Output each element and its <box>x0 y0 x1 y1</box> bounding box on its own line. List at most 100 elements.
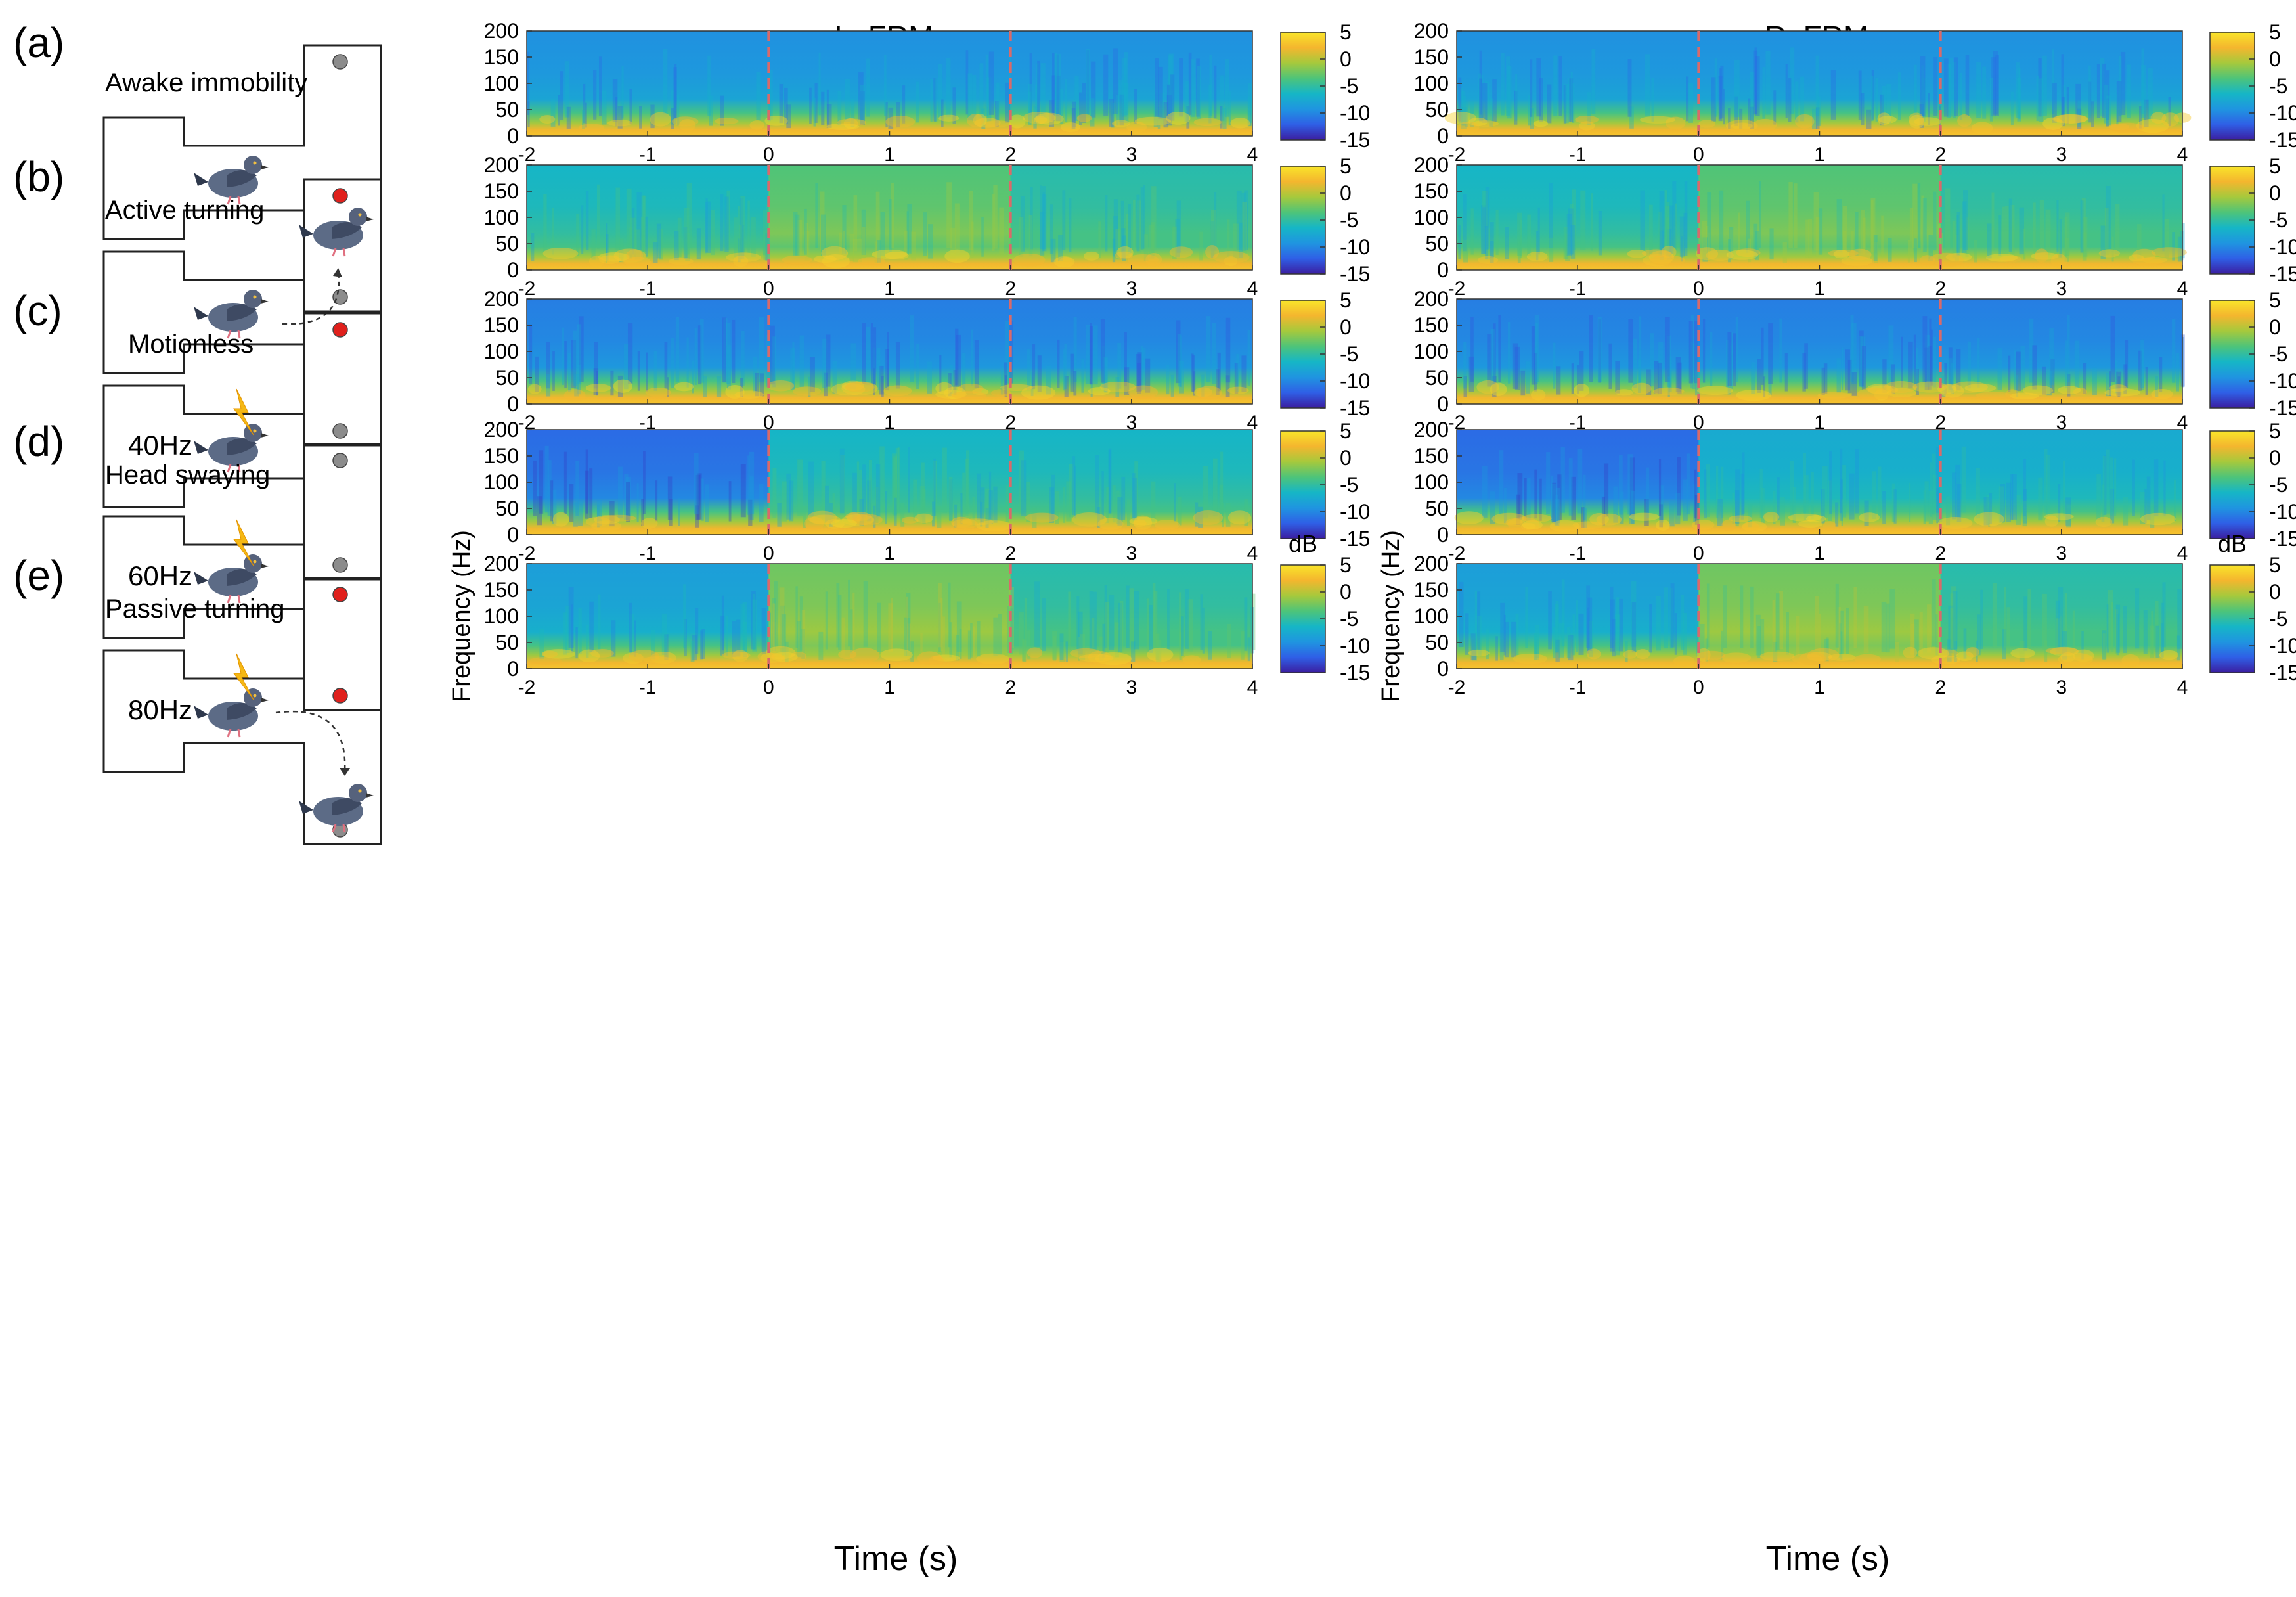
spectrogram-texture <box>677 217 682 258</box>
spectrogram-texture <box>2151 611 2153 655</box>
spectrogram-texture <box>1659 230 1664 260</box>
spectrogram-texture <box>609 501 615 527</box>
spectrogram-texture <box>1659 504 1664 528</box>
spectrogram-texture <box>852 592 855 650</box>
low-frequency-blob <box>1878 116 1897 124</box>
spectrogram-texture <box>1170 374 1174 397</box>
spectrogram-texture <box>1220 75 1225 121</box>
spectrogram-texture <box>1233 223 1239 259</box>
low-frequency-blob <box>674 382 694 392</box>
spectrogram-texture <box>1121 476 1126 520</box>
spectrogram-texture <box>701 629 705 659</box>
spectrogram-texture <box>1694 370 1700 396</box>
low-frequency-blob <box>1791 653 1822 664</box>
spectrogram-texture <box>1720 65 1724 119</box>
spectrogram-texture <box>1679 216 1685 257</box>
spectrogram-texture <box>1956 215 1959 257</box>
spectrogram-texture <box>1548 591 1552 650</box>
spectrogram-texture <box>2011 474 2017 520</box>
spectrogram-texture <box>1948 605 1954 653</box>
spectrogram-texture <box>895 342 900 389</box>
low-frequency-blob <box>1648 250 1675 264</box>
spectrogram-texture <box>2065 340 2068 388</box>
pigeon-head <box>244 290 262 308</box>
low-frequency-blob <box>529 656 562 665</box>
spectrogram-texture <box>740 330 745 386</box>
low-frequency-blob <box>1696 648 1711 662</box>
low-frequency-blob <box>767 380 795 392</box>
spectrogram-texture <box>891 598 893 652</box>
spectrogram-texture <box>1495 636 1498 661</box>
low-frequency-blob <box>1505 518 1523 526</box>
spectrogram-texture <box>873 348 875 390</box>
spectrogram-texture <box>1470 317 1474 382</box>
colorbar <box>2209 166 2255 275</box>
spectrogram-texture <box>539 629 544 659</box>
spectrogram-texture <box>953 369 957 395</box>
spectrogram-texture <box>1734 96 1738 126</box>
spectrogram-texture <box>1557 474 1562 520</box>
x-tick-label: -1 <box>639 278 657 300</box>
spectrogram-texture <box>1570 72 1573 120</box>
spectrogram-texture <box>795 586 798 648</box>
spectrogram-texture <box>956 334 961 387</box>
spectrogram-texture <box>805 223 808 259</box>
spectrogram-texture <box>772 603 776 653</box>
low-frequency-blob <box>1060 122 1081 133</box>
low-frequency-blob <box>1468 117 1488 126</box>
pigeon-tail <box>194 307 208 320</box>
spectrogram-texture <box>634 620 636 657</box>
spectrogram-texture <box>636 192 642 251</box>
spectrogram-texture <box>2140 492 2146 524</box>
spectrogram-texture <box>1836 199 1842 253</box>
spectrogram-texture <box>2064 237 2069 262</box>
low-frequency-blob <box>1848 248 1872 261</box>
spectrogram-texture <box>1568 635 1574 661</box>
spectrogram-texture <box>2065 497 2071 526</box>
spectrogram-texture <box>573 330 577 386</box>
x-tick-label: 0 <box>763 278 774 300</box>
low-frequency-blob <box>1957 114 1972 127</box>
low-frequency-blob <box>1013 253 1046 267</box>
spectrogram-texture <box>920 633 923 660</box>
spectrogram-texture <box>1564 84 1569 124</box>
spectrogram-texture <box>1519 219 1522 258</box>
low-frequency-blob <box>1798 520 1823 528</box>
spectrogram-texture <box>780 605 785 653</box>
x-tick-label: 3 <box>1126 278 1137 300</box>
turn-path-arrow <box>275 710 346 773</box>
spectrogram-texture <box>2110 315 2115 382</box>
spectrogram-segment-post <box>1010 165 1253 270</box>
spectrogram-texture <box>1932 453 1936 515</box>
spectrogram-texture <box>1735 469 1741 519</box>
spectrogram-texture <box>1987 223 1992 259</box>
spectrogram-texture <box>1995 55 1999 116</box>
spectrogram-texture <box>803 506 806 528</box>
spectrogram-texture <box>1570 225 1576 259</box>
spectrogram-texture <box>707 55 711 116</box>
spectrogram-texture <box>626 476 631 520</box>
spectrogram-texture <box>1706 464 1710 518</box>
spectrogram-texture <box>892 453 898 515</box>
pigeon-legs <box>227 330 241 339</box>
low-frequency-blob <box>847 512 862 524</box>
spectrogram-texture <box>797 621 801 658</box>
spectrogram-texture <box>1998 486 2004 523</box>
spectrogram-texture <box>1851 372 1857 396</box>
spectrogram-texture <box>1000 366 1004 395</box>
spectrogram-texture <box>2154 600 2159 652</box>
spectrogram-texture <box>1914 619 1919 657</box>
low-frequency-blob <box>1909 114 1924 129</box>
spectrogram-texture <box>1070 353 1074 392</box>
y-tick-label: 150 <box>484 578 519 602</box>
spectrogram-texture <box>993 617 998 656</box>
low-frequency-blob <box>1868 385 1899 395</box>
spectrogram-texture <box>546 374 551 397</box>
spectrogram-texture <box>577 500 583 526</box>
spectrogram-texture <box>1706 583 1710 648</box>
spectrogram-texture <box>1037 355 1042 392</box>
spectrogram-segment-post <box>1940 430 2183 535</box>
low-frequency-blob <box>1731 122 1753 130</box>
spectrogram-texture <box>1167 55 1173 116</box>
